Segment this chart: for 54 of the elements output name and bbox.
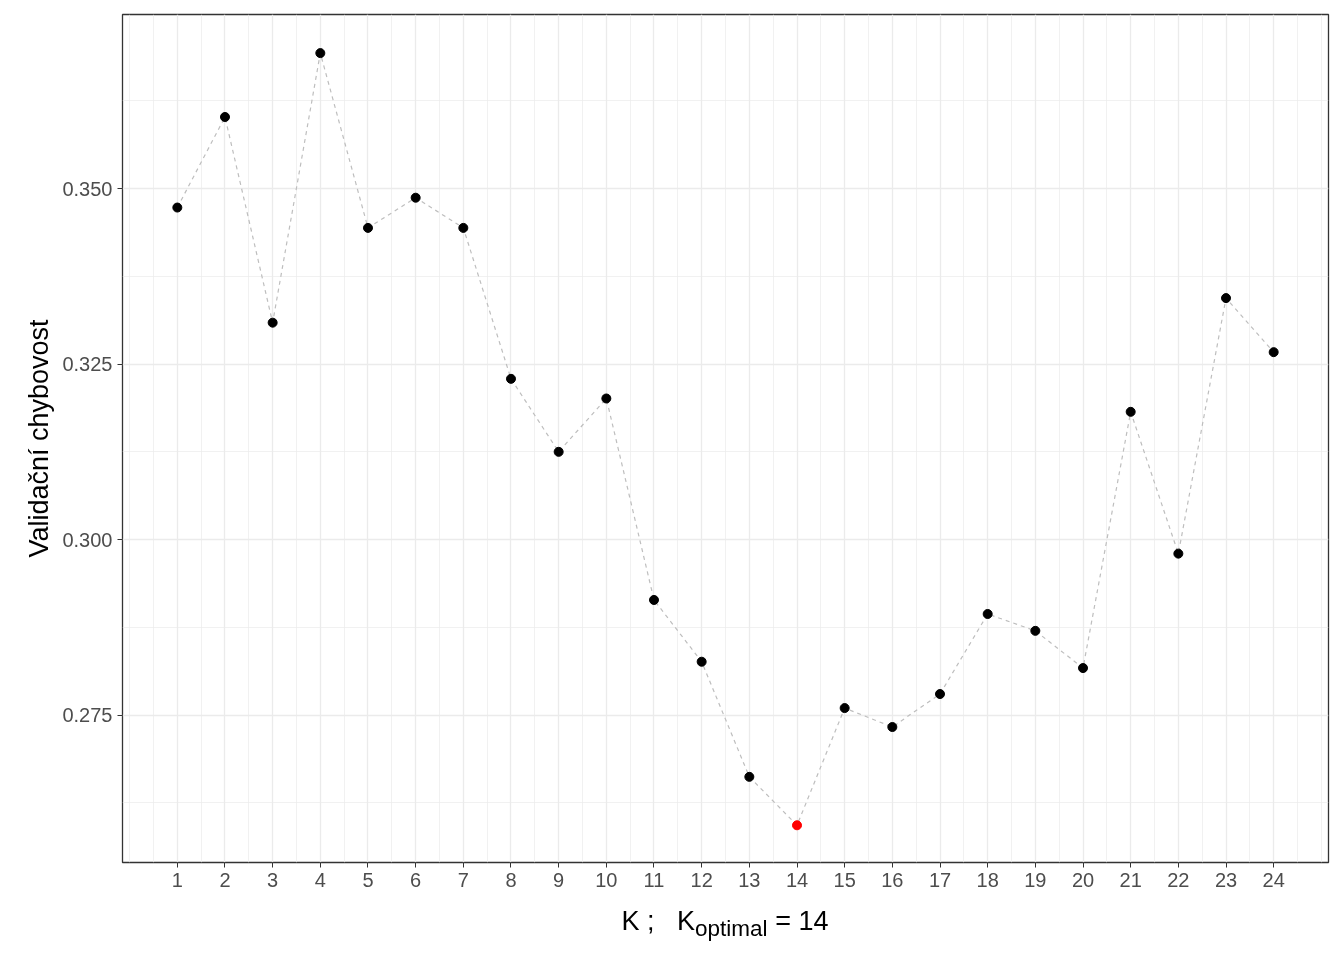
point	[172, 202, 183, 213]
point	[982, 609, 993, 619]
point	[1173, 548, 1184, 559]
point	[696, 656, 707, 667]
x-tick-label: 22	[1167, 868, 1190, 891]
point	[649, 594, 659, 605]
point	[792, 820, 802, 831]
x-tick-label: 9	[553, 868, 565, 891]
x-tick-label: 2	[219, 868, 231, 891]
x-tick-label: 17	[928, 868, 952, 891]
point	[1125, 406, 1136, 417]
x-tick-label: 5	[362, 868, 374, 891]
point	[1078, 663, 1089, 674]
x-tick-label: 10	[595, 868, 618, 891]
point	[1030, 625, 1041, 636]
x-axis-title: K ; K$_{optimal}$ = 14	[620, 905, 830, 944]
point	[553, 446, 564, 457]
y-tick-label: 0.300	[62, 528, 113, 551]
point	[458, 222, 469, 233]
x-tick-label: 24	[1262, 868, 1285, 891]
point	[315, 48, 326, 59]
x-tick-label: 11	[643, 868, 665, 891]
x-tick-label: 8	[505, 868, 517, 891]
y-axis-title: Validační chybovost	[24, 318, 55, 558]
point	[744, 771, 755, 782]
x-tick-label: 4	[314, 868, 326, 891]
x-tick-label: 1	[171, 868, 183, 891]
x-tick-label: 15	[833, 868, 856, 891]
point	[1268, 347, 1279, 358]
x-tick-label: 12	[690, 868, 713, 891]
x-tick-label: 20	[1071, 868, 1095, 891]
x-tick-label: 13	[738, 868, 761, 891]
point	[219, 112, 230, 122]
point	[1221, 293, 1232, 304]
x-tick-label: 14	[785, 868, 809, 891]
x-tick-label: 16	[881, 868, 904, 891]
point	[601, 393, 612, 404]
point	[362, 222, 373, 233]
x-tick-label: 21	[1119, 868, 1142, 891]
y-tick-label: 0.350	[62, 177, 113, 200]
x-tick-label: 23	[1214, 868, 1238, 891]
y-tick-label: 0.275	[62, 704, 113, 727]
point	[839, 703, 850, 714]
y-tick-label: 0.325	[62, 353, 113, 376]
x-tick-label: 3	[267, 868, 279, 891]
point	[505, 373, 516, 384]
point	[410, 192, 421, 203]
point	[887, 722, 898, 733]
point	[935, 689, 946, 700]
x-tick-label: 6	[410, 868, 422, 891]
x-tick-label: 7	[457, 868, 469, 891]
x-tick-label: 19	[1024, 868, 1047, 891]
x-tick-label: 18	[976, 868, 999, 891]
point	[267, 317, 278, 328]
